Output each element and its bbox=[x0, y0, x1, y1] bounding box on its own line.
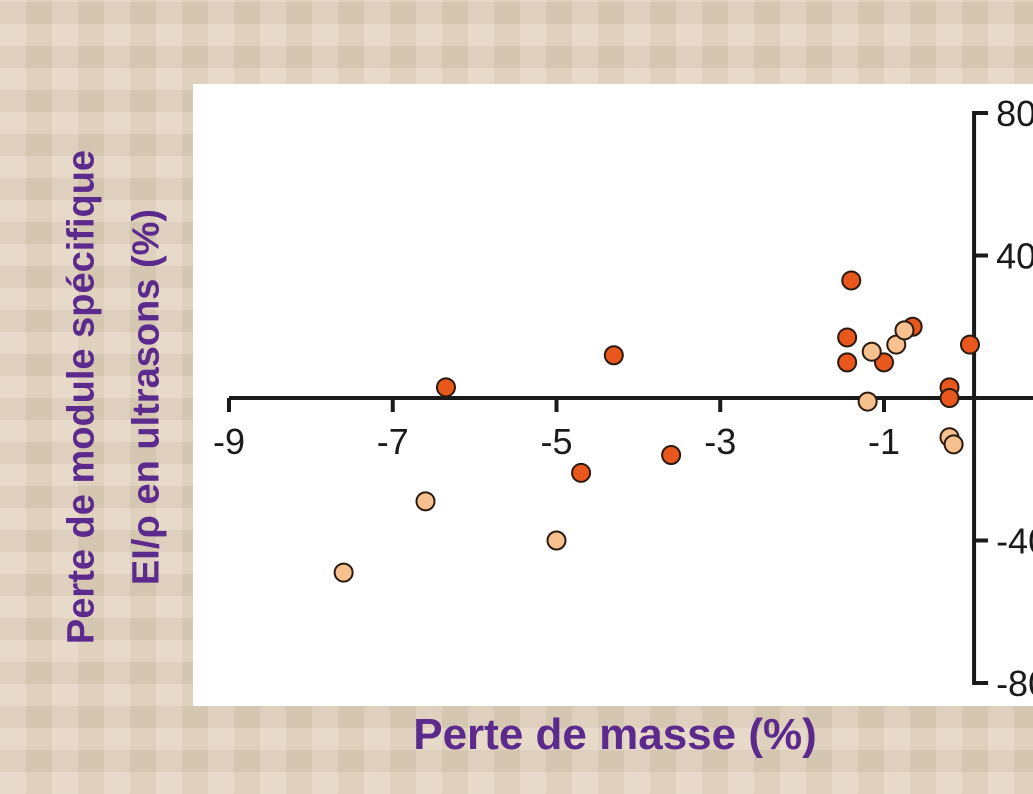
data-point-light bbox=[943, 434, 964, 455]
data-point-dark bbox=[571, 462, 592, 483]
y-tick-label: 40 bbox=[996, 236, 1033, 277]
data-point-light bbox=[415, 491, 436, 512]
data-point-light bbox=[333, 562, 354, 583]
x-axis-title: Perte de masse (%) bbox=[413, 710, 817, 759]
x-tick-label: -7 bbox=[377, 421, 409, 462]
scatter-chart: -9 -7 -5 -3 -1 80 40 -40 -80 bbox=[213, 93, 1033, 704]
y-tick-label: 80 bbox=[996, 93, 1033, 134]
data-point-dark bbox=[837, 327, 858, 348]
x-tick-label: -5 bbox=[540, 421, 572, 462]
plot-panel: -9 -7 -5 -3 -1 80 40 -40 -80 bbox=[193, 84, 1033, 706]
data-point-dark bbox=[603, 345, 624, 366]
data-point-light bbox=[857, 391, 878, 412]
y-tick-label: -40 bbox=[996, 521, 1033, 562]
data-point-dark bbox=[837, 352, 858, 373]
data-point-light bbox=[861, 341, 882, 362]
data-point-light bbox=[894, 320, 915, 341]
x-tick-label: -3 bbox=[704, 421, 736, 462]
data-point-dark bbox=[435, 377, 456, 398]
data-point-dark bbox=[959, 334, 980, 355]
y-tick-label: -80 bbox=[996, 663, 1033, 704]
y-axis-title-line1: Perte de module spécifique bbox=[60, 149, 103, 645]
data-point-dark bbox=[841, 270, 862, 291]
data-point-dark bbox=[661, 445, 682, 465]
data-point-dark bbox=[939, 388, 960, 408]
x-tick-label: -9 bbox=[213, 421, 245, 462]
data-point-light bbox=[546, 530, 567, 551]
x-tick-label: -1 bbox=[868, 421, 900, 462]
y-axis-title-line2: EI/ρ en ultrasons (%) bbox=[125, 208, 168, 586]
